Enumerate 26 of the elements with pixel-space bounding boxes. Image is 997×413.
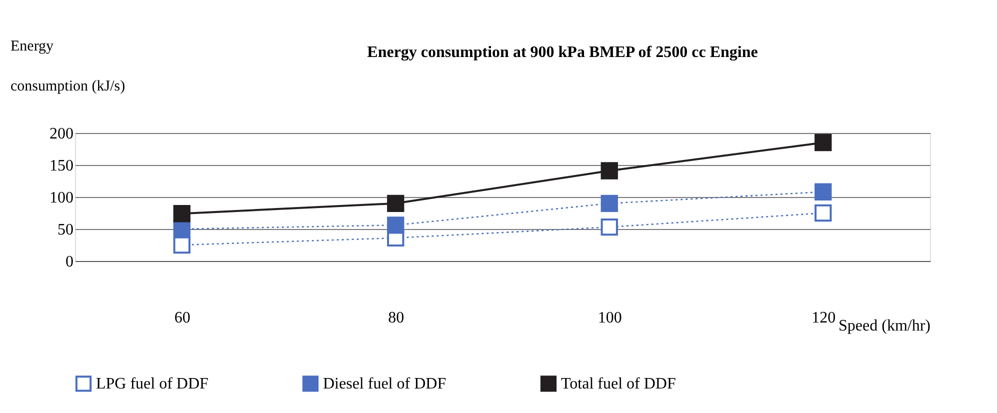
- y-tick-label: 50: [58, 222, 74, 238]
- x-tick-label: 100: [598, 310, 622, 326]
- point: [173, 205, 190, 222]
- point: [173, 236, 190, 254]
- y-tick-label: 150: [50, 158, 74, 174]
- text: Energy consumption (kJ/s): [10, 38, 126, 94]
- y-tick-label: 0: [66, 254, 74, 270]
- y-tick-label: 100: [50, 190, 74, 206]
- legend-label: Total fuel of DDF: [561, 376, 676, 393]
- y-tick-label: 200: [50, 126, 74, 142]
- point: [814, 183, 832, 200]
- x-tick-label: 60: [174, 310, 190, 326]
- point: [814, 134, 832, 152]
- point: [600, 218, 618, 236]
- chart-title: Energy consumption at 900 kPa BMEP of 2500 cc Engine: [367, 44, 758, 61]
- point: [600, 162, 618, 180]
- legend-label: LPG fuel of DDF: [96, 376, 209, 393]
- point: [600, 194, 618, 212]
- point: [387, 194, 404, 212]
- x-tick-label: 80: [388, 310, 404, 326]
- x-axis-title: Speed (km/hr): [838, 318, 930, 334]
- point: [814, 204, 832, 222]
- legend-label: Diesel fuel of DDF: [323, 376, 446, 393]
- x-tick-label: 120: [812, 310, 836, 326]
- point: [387, 216, 404, 234]
- point: [173, 220, 190, 238]
